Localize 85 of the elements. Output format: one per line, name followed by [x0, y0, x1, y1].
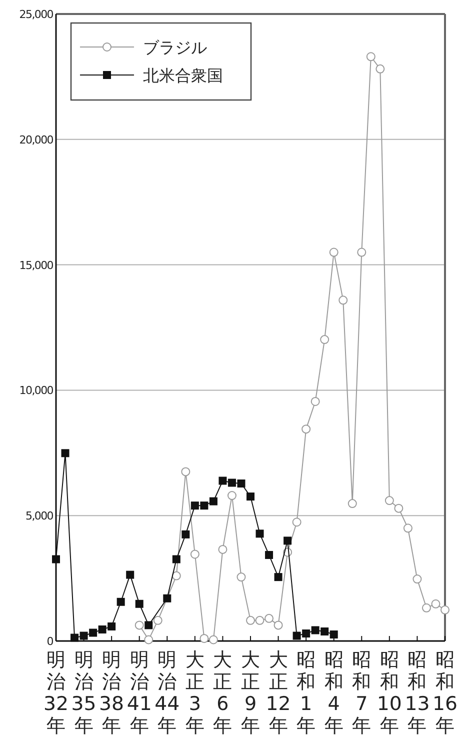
x-tick-label: 大正12年 — [266, 649, 291, 736]
point — [320, 627, 329, 636]
point — [292, 632, 301, 640]
point — [126, 570, 134, 579]
point — [329, 248, 338, 257]
point — [182, 530, 190, 538]
point — [163, 594, 172, 602]
point — [384, 496, 394, 506]
point — [302, 629, 310, 638]
point — [227, 491, 236, 500]
y-tick-label: 0 — [46, 635, 54, 648]
point — [284, 536, 292, 545]
y-tick-label: 20,000 — [19, 133, 54, 146]
x-tick-label: 昭和4年 — [324, 649, 344, 736]
point — [190, 502, 199, 510]
point — [61, 449, 70, 458]
y-tick-label: 10,000 — [19, 384, 54, 398]
x-tick-label: 大正9年 — [241, 649, 260, 736]
y-tick-label: 5,000 — [26, 510, 54, 523]
x-tick-label: 明治32年 — [44, 649, 68, 736]
point — [108, 622, 116, 630]
point — [366, 52, 376, 62]
point — [265, 550, 274, 559]
point — [135, 600, 144, 608]
point — [274, 573, 282, 582]
point — [357, 248, 366, 257]
point — [255, 616, 264, 625]
point — [330, 630, 338, 638]
x-tick-label: 昭和1年 — [296, 649, 316, 736]
point — [376, 64, 385, 74]
point — [403, 524, 412, 533]
point — [218, 476, 227, 485]
point — [153, 616, 162, 625]
point — [302, 424, 311, 434]
x-tick-label: 昭和16年 — [432, 649, 458, 736]
x-tick-label: 大正3年 — [185, 649, 204, 736]
legend-label: 北米合衆国 — [143, 66, 223, 85]
point — [311, 626, 320, 634]
point — [80, 632, 88, 640]
point — [246, 492, 254, 501]
point — [348, 499, 357, 508]
point — [236, 572, 246, 582]
point — [338, 296, 348, 305]
point — [274, 620, 283, 630]
point — [440, 605, 450, 614]
point — [394, 504, 404, 513]
point — [218, 544, 228, 554]
point — [209, 497, 218, 506]
point — [89, 628, 98, 637]
point — [116, 598, 125, 606]
y-tick-label: 15,000 — [19, 258, 54, 272]
point — [181, 467, 190, 476]
point — [144, 635, 154, 644]
x-tick-label: 明治44年 — [154, 649, 180, 736]
x-tick-label: 昭和13年 — [404, 649, 430, 736]
point — [200, 502, 208, 510]
point — [98, 625, 106, 634]
legend-label: ブラジル — [143, 38, 207, 57]
point — [208, 635, 218, 644]
point — [412, 574, 422, 584]
point — [237, 480, 246, 488]
point — [292, 518, 302, 527]
x-tick-label: 大正6年 — [213, 649, 232, 736]
point — [144, 621, 153, 630]
y-tick-label: 25,000 — [19, 8, 54, 21]
point — [246, 616, 255, 625]
x-tick-label: 昭和7年 — [352, 649, 372, 736]
point — [70, 634, 79, 642]
point — [228, 478, 236, 487]
point — [422, 603, 431, 612]
point — [264, 614, 274, 623]
point — [200, 634, 209, 643]
point — [190, 550, 200, 559]
x-tick-label: 明治41年 — [126, 649, 152, 736]
x-tick-label: 明治35年 — [71, 649, 96, 736]
point — [134, 620, 144, 630]
point — [172, 555, 180, 564]
point — [431, 599, 440, 608]
point — [52, 555, 60, 564]
point — [320, 335, 330, 344]
x-tick-label: 明治38年 — [99, 649, 124, 736]
point — [310, 396, 320, 406]
x-tick-label: 昭和10年 — [376, 649, 402, 736]
point — [256, 530, 264, 538]
point — [172, 571, 181, 580]
